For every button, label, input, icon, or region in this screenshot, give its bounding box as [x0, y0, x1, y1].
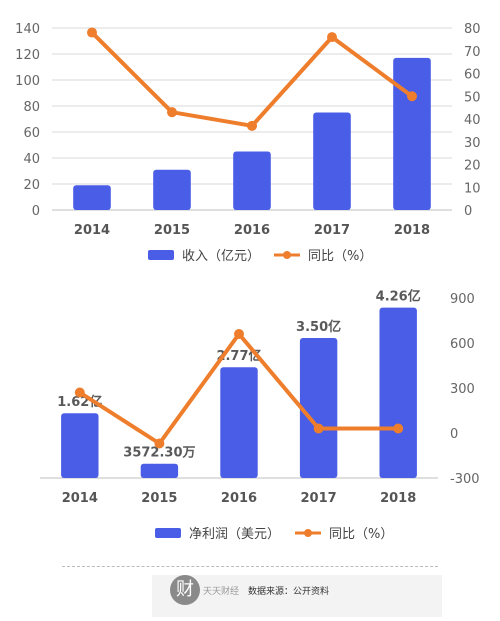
y-tick-label: 100 [15, 74, 40, 89]
source-banner [152, 575, 442, 617]
data-label: 3.50亿 [296, 319, 341, 335]
line-point [327, 32, 337, 43]
y2-tick-label: 600 [450, 337, 475, 352]
y2-tick-label: 900 [450, 292, 475, 307]
x-tick-label: 2017 [314, 223, 350, 238]
y-tick-label: 0 [32, 204, 40, 219]
y2-tick-label: 0 [450, 427, 458, 442]
bar [233, 151, 271, 210]
data-label: 4.26亿 [376, 289, 421, 305]
line-point [234, 329, 244, 339]
bar [73, 185, 111, 210]
brand-name: 天天财经 [203, 587, 240, 597]
bar [220, 367, 258, 478]
y-tick-label: 20 [23, 178, 40, 193]
y2-tick-label: 10 [464, 181, 481, 196]
bar [140, 463, 179, 478]
line-point [74, 387, 85, 398]
y-tick-label: 140 [15, 22, 40, 37]
y2-tick-label: 20 [464, 159, 481, 174]
revenue-chart: 0 20 40 60 80 100 120 140 0 10 20 30 40 50 60 70 80 2014 2… [15, 22, 481, 264]
growth-line [90, 31, 414, 128]
legend-label: 同比（%） [329, 527, 393, 542]
bar [379, 307, 417, 478]
legend-bar-swatch [155, 528, 181, 538]
line-point [247, 120, 257, 131]
line-point [313, 423, 324, 434]
x-tick-label: 2017 [301, 491, 337, 506]
data-label: 3572.30万 [123, 446, 195, 461]
y-tick-label: 40 [23, 152, 40, 167]
x-tick-label: 2016 [221, 491, 257, 506]
bar [299, 338, 338, 478]
bar [61, 413, 99, 478]
y2-tick-label: 80 [464, 22, 481, 37]
line-point [154, 438, 165, 449]
y2-tick-label: -300 [450, 472, 480, 487]
net-profit-chart: -30003006009001.62亿3572.30万2.77亿3.50亿4.2… [40, 289, 480, 542]
line-point [407, 91, 417, 102]
bar [313, 112, 351, 210]
legend-bar-swatch [148, 250, 174, 260]
data-source: 数据来源：公开资料 [248, 587, 330, 597]
y-tick-label: 60 [23, 126, 40, 141]
legend-label: 净利润（美元） [189, 527, 280, 542]
x-tick-label: 2016 [234, 223, 270, 238]
x-tick-label: 2018 [394, 223, 430, 238]
x-tick-label: 2014 [74, 223, 110, 238]
legend-line-marker [304, 529, 312, 537]
line-point [167, 107, 177, 118]
y-tick-label: 80 [23, 100, 40, 115]
legend-label: 同比（%） [308, 249, 372, 264]
y2-tick-label: 30 [464, 136, 481, 151]
bar [153, 169, 191, 210]
legend-label: 收入（亿元） [182, 249, 260, 264]
x-tick-label: 2018 [380, 491, 416, 506]
x-tick-label: 2014 [62, 491, 98, 506]
brand-logo-icon: 财 [170, 575, 200, 605]
line-point [87, 27, 97, 38]
bar [393, 57, 431, 211]
x-tick-label: 2015 [141, 491, 177, 506]
y2-tick-label: 70 [464, 45, 481, 60]
y2-tick-label: 50 [464, 90, 481, 105]
y2-tick-label: 300 [450, 382, 475, 397]
x-tick-label: 2015 [154, 223, 190, 238]
y2-tick-label: 40 [464, 113, 481, 128]
y-tick-label: 120 [15, 48, 40, 63]
y2-tick-label: 0 [464, 204, 472, 219]
divider [62, 566, 438, 567]
y2-tick-label: 60 [464, 68, 481, 83]
line-point [393, 423, 404, 434]
legend-line-marker [283, 251, 291, 259]
